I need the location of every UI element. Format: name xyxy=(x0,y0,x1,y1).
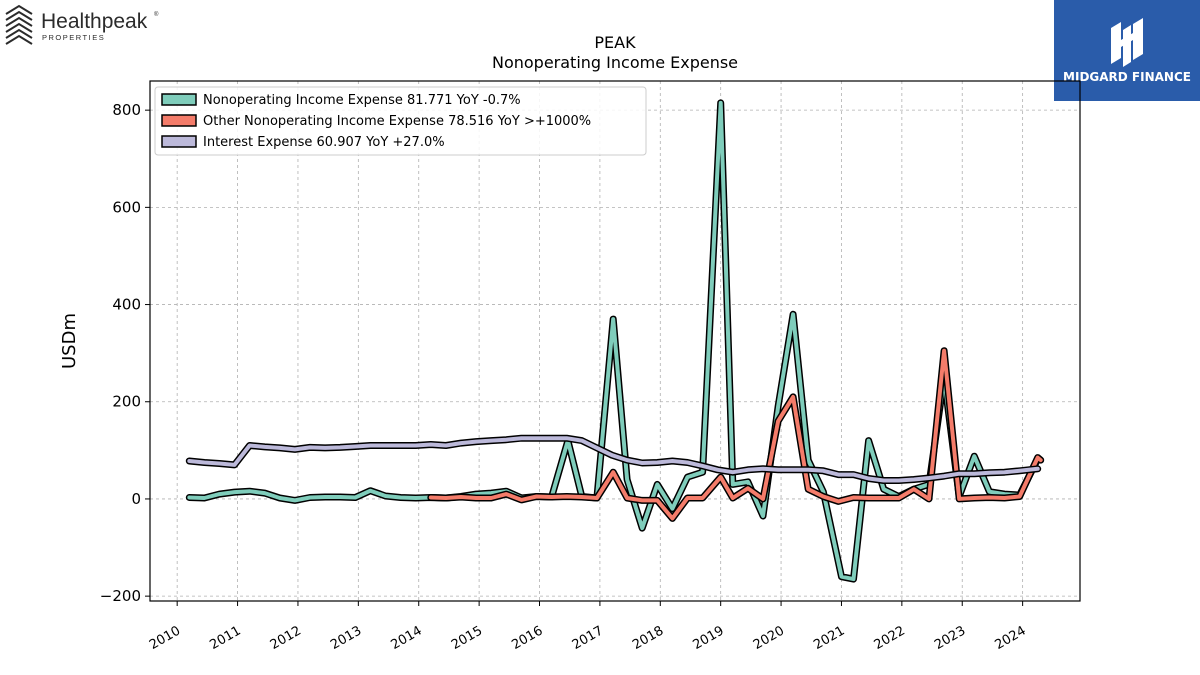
y-axis-label: USDm xyxy=(59,313,80,369)
healthpeak-name: Healthpeak xyxy=(41,10,148,33)
legend-item-other-nonoperating: Other Nonoperating Income Expense 78.516… xyxy=(161,114,591,129)
midgard-name: MIDGARD FINANCE xyxy=(1063,70,1191,84)
x-tick-label: 2014 xyxy=(389,623,425,653)
x-tick-label: 2011 xyxy=(207,623,243,653)
series-line xyxy=(187,100,1040,582)
series-lines xyxy=(185,99,1045,583)
healthpeak-sub: PROPERTIES xyxy=(42,33,105,42)
x-tick-label: 2017 xyxy=(570,623,606,653)
x-tick-label: 2016 xyxy=(509,623,545,653)
x-tick-label: 2019 xyxy=(691,623,727,653)
legend-label: Other Nonoperating Income Expense 78.516… xyxy=(203,114,591,129)
y-tick-label: 400 xyxy=(112,296,141,314)
x-tick-label: 2022 xyxy=(872,623,908,653)
healthpeak-mark-icon: Healthpeak ® PROPERTIES xyxy=(5,4,159,45)
x-tick-label: 2021 xyxy=(811,623,847,653)
legend-label: Nonoperating Income Expense 81.771 YoY -… xyxy=(203,93,521,108)
legend-swatch xyxy=(161,114,197,127)
legend: Nonoperating Income Expense 81.771 YoY -… xyxy=(154,86,647,156)
legend-swatch xyxy=(161,135,197,148)
x-tick-label: 2018 xyxy=(630,623,666,653)
series-line xyxy=(428,348,1043,521)
y-tick-label: 0 xyxy=(131,490,141,508)
x-tick-label: 2023 xyxy=(932,623,968,653)
x-tick-label: 2012 xyxy=(268,623,304,653)
x-tick-label: 2010 xyxy=(147,623,183,653)
axis-ticks: 2010 2011 2012 2013 2014 2015 2016 2017 2018 2019… xyxy=(100,101,1029,653)
x-tick-label: 2024 xyxy=(992,623,1028,653)
midgard-mark-icon: MIDGARD FINANCE xyxy=(1063,18,1191,84)
plot-frame xyxy=(149,80,1081,602)
chart-title: PEAK xyxy=(594,33,636,52)
series-outline xyxy=(427,347,1045,522)
legend-item-nonoperating: Nonoperating Income Expense 81.771 YoY -… xyxy=(161,93,521,108)
y-tick-label: 600 xyxy=(112,198,141,216)
legend-swatch xyxy=(161,93,197,106)
chart-subtitle: Nonoperating Income Expense xyxy=(492,53,738,72)
x-tick-label: 2020 xyxy=(751,623,787,653)
healthpeak-logo: Healthpeak ® PROPERTIES xyxy=(4,4,174,48)
series-line xyxy=(187,436,1040,483)
y-tick-label: −200 xyxy=(100,587,141,605)
legend-label: Interest Expense 60.907 YoY +27.0% xyxy=(203,135,445,150)
x-tick-label: 2015 xyxy=(449,623,485,653)
y-tick-label: 200 xyxy=(112,393,141,411)
midgard-finance-logo: MIDGARD FINANCE xyxy=(1054,0,1200,101)
y-tick-label: 800 xyxy=(112,101,141,119)
grid xyxy=(150,81,1080,601)
x-tick-label: 2013 xyxy=(328,623,364,653)
legend-item-interest-expense: Interest Expense 60.907 YoY +27.0% xyxy=(161,135,445,150)
healthpeak-registered: ® xyxy=(154,11,159,18)
legend-box xyxy=(154,86,647,156)
